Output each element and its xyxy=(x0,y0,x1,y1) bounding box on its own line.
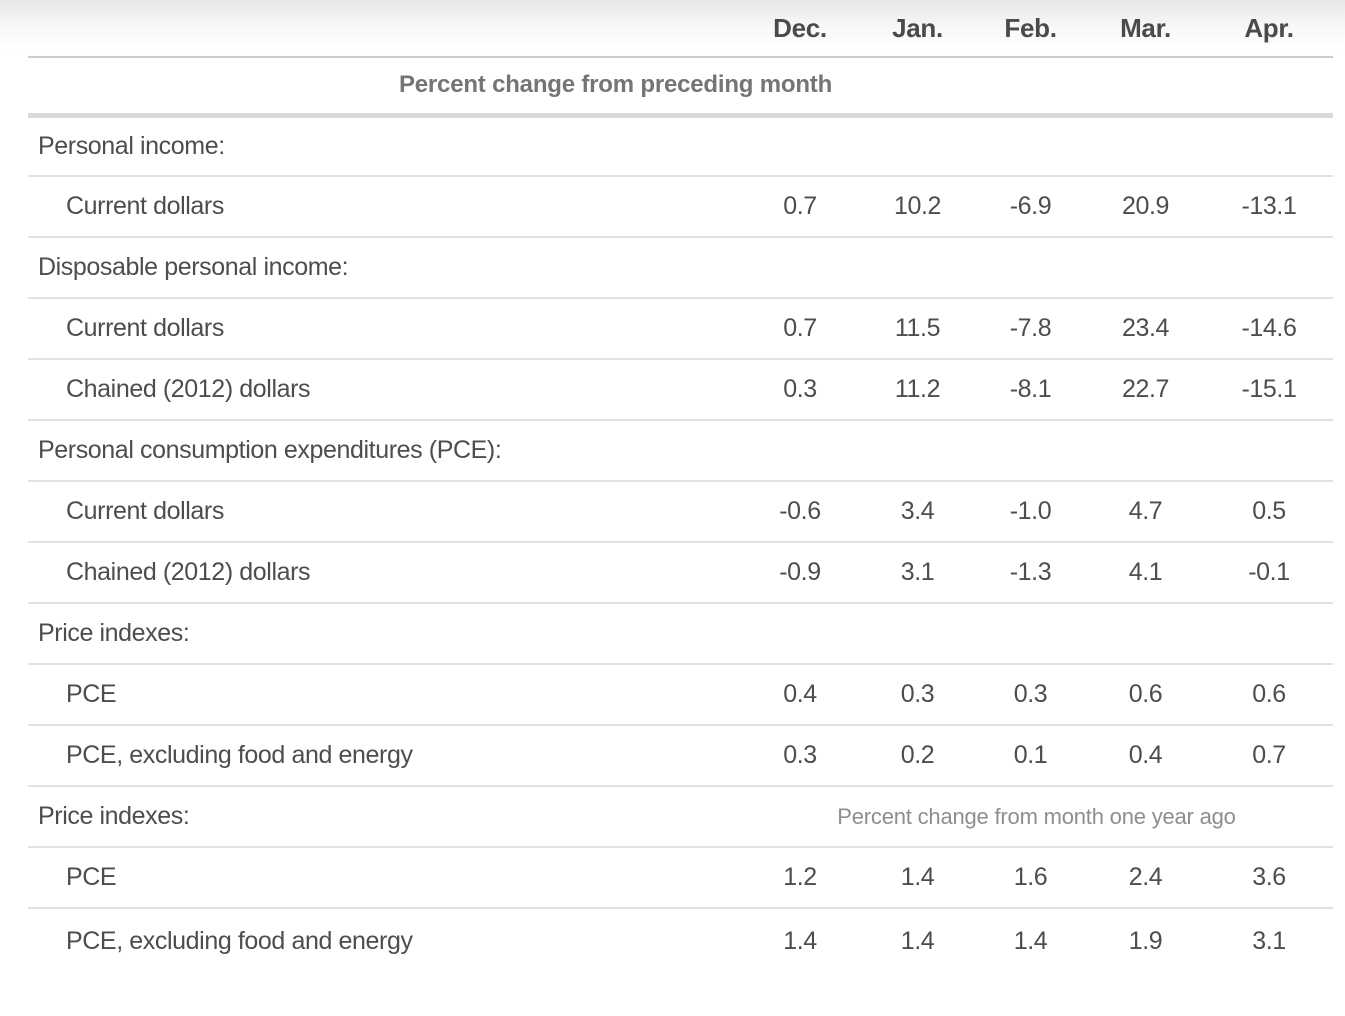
value-cell: 0.6 xyxy=(1128,680,1163,708)
value-cell: 3.1 xyxy=(900,558,935,586)
band-note-row: Percent change from preceding month xyxy=(28,57,1333,115)
value-cell: 1.4 xyxy=(900,863,935,891)
section-row-disposable-income: Disposable personal income: xyxy=(28,237,1333,298)
value-cell: 23.4 xyxy=(1121,314,1170,342)
section-row-price-indexes-yearly: Price indexes: Percent change from month… xyxy=(28,786,1333,847)
table-row: PCE 0.4 0.3 0.3 0.6 0.6 xyxy=(28,664,1333,725)
value-cell: 11.2 xyxy=(894,375,941,403)
value-cell: -7.8 xyxy=(1009,314,1052,342)
value-cell: 4.7 xyxy=(1128,497,1163,525)
value-cell: 0.6 xyxy=(1252,680,1286,708)
value-cell: 1.9 xyxy=(1128,927,1163,955)
month-header-row: Dec. Jan. Feb. Mar. Apr. xyxy=(28,0,1333,57)
section-row-pce: Personal consumption expenditures (PCE): xyxy=(28,420,1333,481)
value-cell: 0.5 xyxy=(1252,497,1286,525)
value-cell: -14.6 xyxy=(1241,314,1297,342)
column-header-apr: Apr. xyxy=(1244,12,1294,43)
value-cell: 20.9 xyxy=(1121,192,1170,220)
section-row-personal-income: Personal income: xyxy=(28,115,1333,176)
section-label: Personal consumption expenditures (PCE): xyxy=(38,436,502,464)
row-label: PCE xyxy=(66,680,117,708)
table-row: Current dollars -0.6 3.4 -1.0 4.7 0.5 xyxy=(28,481,1333,542)
value-cell: 0.7 xyxy=(783,314,817,342)
table-row: Chained (2012) dollars 0.3 11.2 -8.1 22.… xyxy=(28,359,1333,420)
row-label: PCE, excluding food and energy xyxy=(66,741,413,769)
table-row: Current dollars 0.7 10.2 -6.9 20.9 -13.1 xyxy=(28,176,1333,237)
row-label: PCE, excluding food and energy xyxy=(66,927,413,955)
value-cell: 0.3 xyxy=(900,680,935,708)
table-container: Dec. Jan. Feb. Mar. Apr. Percent change … xyxy=(28,0,1333,974)
value-cell: -8.1 xyxy=(1009,375,1052,403)
value-cell: -6.9 xyxy=(1009,192,1052,220)
value-cell: 0.7 xyxy=(783,192,817,220)
section-label: Price indexes: xyxy=(38,619,190,647)
row-label: Current dollars xyxy=(66,497,224,525)
value-cell: 0.3 xyxy=(783,741,817,769)
table-row: PCE, excluding food and energy 1.4 1.4 1… xyxy=(28,908,1333,974)
value-cell: -0.9 xyxy=(779,558,821,586)
value-cell: -0.1 xyxy=(1248,558,1290,586)
value-cell: 3.1 xyxy=(1252,927,1286,955)
row-label: PCE xyxy=(66,863,117,891)
section-label: Disposable personal income: xyxy=(38,253,349,281)
row-label: Chained (2012) dollars xyxy=(66,375,311,403)
value-cell: 0.3 xyxy=(1013,680,1048,708)
row-label: Current dollars xyxy=(66,314,224,342)
value-cell: 1.4 xyxy=(783,927,817,955)
value-cell: 1.4 xyxy=(900,927,935,955)
column-header-dec: Dec. xyxy=(773,12,827,43)
value-cell: 0.1 xyxy=(1013,741,1048,769)
personal-income-outlays-table: Dec. Jan. Feb. Mar. Apr. Percent change … xyxy=(28,0,1333,974)
value-cell: 0.2 xyxy=(900,741,935,769)
value-cell: 1.2 xyxy=(783,863,817,891)
value-cell: 2.4 xyxy=(1128,863,1163,891)
value-cell: 0.7 xyxy=(1252,741,1286,769)
value-cell: 3.6 xyxy=(1252,863,1286,891)
table-row: Current dollars 0.7 11.5 -7.8 23.4 -14.6 xyxy=(28,298,1333,359)
section-label: Personal income: xyxy=(38,131,225,160)
row-label: Chained (2012) dollars xyxy=(66,558,311,586)
value-cell: 0.4 xyxy=(1128,741,1163,769)
table-row: PCE, excluding food and energy 0.3 0.2 0… xyxy=(28,725,1333,786)
value-cell: -13.1 xyxy=(1241,192,1297,220)
table-row: PCE 1.2 1.4 1.6 2.4 3.6 xyxy=(28,847,1333,908)
column-header-feb: Feb. xyxy=(1004,12,1057,43)
row-label: Current dollars xyxy=(66,192,224,220)
value-cell: 11.5 xyxy=(894,314,941,342)
value-cell: 1.4 xyxy=(1013,927,1048,955)
column-header-mar: Mar. xyxy=(1120,12,1171,43)
band-note-preceding-month: Percent change from preceding month xyxy=(398,71,833,99)
value-cell: 3.4 xyxy=(900,497,935,525)
section-label: Price indexes: xyxy=(38,802,190,830)
value-cell: 0.3 xyxy=(783,375,817,403)
band-note-year-ago: Percent change from month one year ago xyxy=(837,803,1236,829)
value-cell: -1.3 xyxy=(1009,558,1052,586)
value-cell: 1.6 xyxy=(1013,863,1048,891)
value-cell: 22.7 xyxy=(1121,375,1170,403)
table-row: Chained (2012) dollars -0.9 3.1 -1.3 4.1… xyxy=(28,542,1333,603)
column-header-jan: Jan. xyxy=(892,12,943,43)
value-cell: 0.4 xyxy=(783,680,817,708)
stub-header-cell xyxy=(28,0,740,57)
value-cell: -0.6 xyxy=(779,497,821,525)
section-row-price-indexes: Price indexes: xyxy=(28,603,1333,664)
value-cell: -15.1 xyxy=(1241,375,1297,403)
value-cell: -1.0 xyxy=(1009,497,1052,525)
value-cell: 10.2 xyxy=(893,192,942,220)
value-cell: 4.1 xyxy=(1128,558,1163,586)
